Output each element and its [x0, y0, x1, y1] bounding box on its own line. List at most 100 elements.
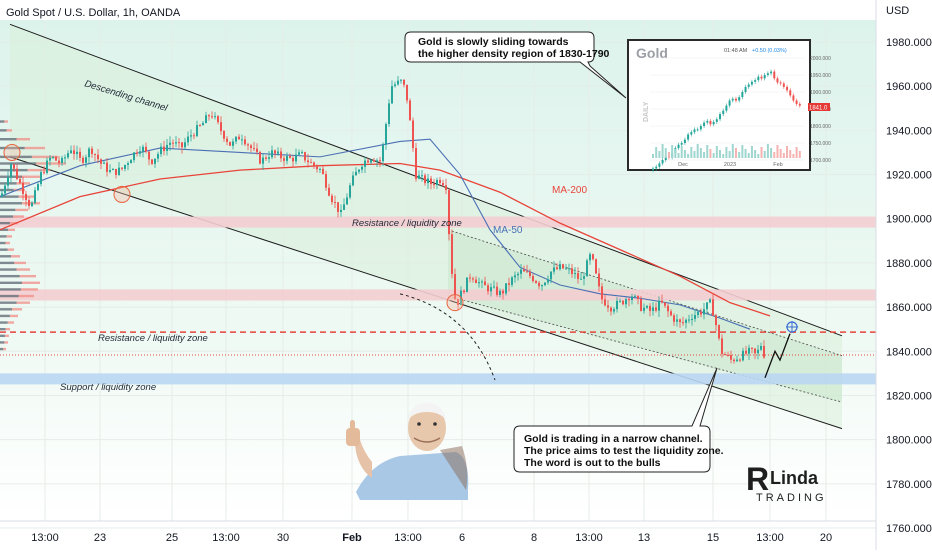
x-tick-label: 25: [166, 532, 178, 544]
volume-bar-light: [22, 175, 40, 178]
inset-y-label: 1950.000: [810, 73, 831, 79]
candle-body: [208, 115, 210, 117]
candle-body: [202, 123, 204, 126]
volume-bar-dark: [0, 120, 5, 123]
candle-body: [277, 151, 279, 154]
candle-body: [172, 142, 174, 144]
callout-bottom-line3: The word is out to the bulls: [524, 457, 661, 469]
inset-side-label: DAILY: [643, 101, 650, 122]
inset-y-label: 1750.000: [810, 141, 831, 147]
volume-bar-dark: [0, 162, 37, 165]
volume-bar-dark: [0, 195, 19, 198]
inset-candle-body: [687, 134, 690, 140]
candle-body: [229, 141, 231, 146]
support-label: Support / liquidity zone: [60, 382, 156, 393]
inset-candle-body: [779, 82, 782, 84]
inset-candle-body: [677, 144, 680, 149]
candle-body: [712, 299, 714, 316]
candle-body: [280, 151, 282, 159]
candle-body: [70, 150, 72, 154]
highlight-circle: [3, 143, 21, 161]
inset-header-change: +0.50 (0.03%): [752, 48, 787, 54]
candle-body: [511, 277, 513, 285]
candle-body: [532, 275, 534, 282]
candle-body: [721, 338, 723, 355]
volume-bar-light: [6, 129, 12, 132]
inset-candle-body: [731, 98, 734, 101]
candle-body: [142, 146, 144, 152]
candle-body: [58, 160, 60, 163]
candle-body: [127, 163, 129, 165]
volume-bar-dark: [0, 347, 4, 351]
y-tick-label: 1780.000: [886, 479, 932, 491]
inset-volume-bar: [786, 146, 789, 158]
volume-bar-dark: [0, 146, 25, 150]
callout-top: Gold is slowly sliding towards the highe…: [404, 31, 627, 99]
candle-body: [298, 152, 300, 155]
candle-body: [625, 299, 627, 305]
inset-volume-bar: [738, 152, 741, 158]
candle-body: [136, 152, 138, 154]
inset-volume-bar: [712, 153, 715, 158]
candle-body: [391, 86, 393, 104]
candle-body: [379, 160, 381, 162]
candle-body: [424, 175, 426, 184]
y-tick-label: 1880.000: [886, 258, 932, 270]
volume-bar-light: [8, 228, 15, 231]
candle-body: [274, 150, 276, 154]
candle-body: [529, 271, 531, 276]
candle-body: [199, 125, 201, 127]
inset-chart: Gold 01:48 AM +0.50 (0.03%) DAILY 2000.0…: [627, 39, 831, 173]
volume-bar-light: [7, 321, 14, 324]
candle-body: [313, 162, 315, 166]
inset-volume-bar: [699, 148, 702, 158]
candle-body: [244, 139, 246, 145]
y-axis-panel[interactable]: [877, 20, 932, 530]
candle-body: [220, 122, 222, 132]
candle-body: [331, 195, 333, 203]
candle-body: [55, 156, 57, 161]
candle-body: [685, 319, 687, 323]
candle-body: [343, 204, 345, 210]
volume-bar-dark: [0, 255, 11, 258]
inset-volume-bar: [773, 152, 776, 158]
candle-body: [337, 202, 339, 212]
candle-body: [604, 299, 606, 306]
ma200-line: [0, 162, 771, 317]
candle-body: [652, 307, 654, 311]
candle-body: [754, 348, 756, 354]
y-tick-label: 1980.000: [886, 37, 932, 49]
candle-body: [166, 144, 168, 151]
candle-body: [589, 254, 591, 261]
candle-body: [565, 268, 567, 270]
x-tick-label: 13:00: [31, 532, 59, 544]
candle-body: [49, 157, 51, 161]
candle-body: [211, 116, 213, 118]
volume-bar-dark: [0, 202, 22, 205]
candle-body: [178, 142, 180, 144]
volume-bar-dark: [0, 241, 6, 245]
candle-body: [640, 298, 642, 311]
x-tick-label: 13:00: [212, 532, 240, 544]
candle-body: [676, 319, 678, 322]
resistance-label-lower: Resistance / liquidity zone: [98, 333, 208, 344]
inset-volume-bar: [664, 148, 667, 158]
candle-body: [547, 279, 549, 283]
volume-bar-dark: [0, 228, 9, 231]
inset-candle-body: [696, 129, 699, 131]
inset-candle-body: [738, 97, 741, 101]
volume-bar-dark: [0, 341, 5, 344]
candle-body: [61, 157, 63, 163]
candle-body: [88, 148, 90, 158]
candle-body: [739, 359, 741, 361]
candle-body: [10, 164, 12, 178]
volume-bar-dark: [0, 188, 14, 192]
inset-plot: [650, 57, 805, 173]
candle-body: [79, 151, 81, 158]
liquidity-zones: [0, 216, 876, 385]
volume-bar-dark: [0, 274, 20, 278]
candle-body: [382, 144, 384, 162]
volume-bar-light: [13, 215, 24, 218]
candle-body: [457, 299, 459, 306]
candle-body: [37, 184, 39, 191]
